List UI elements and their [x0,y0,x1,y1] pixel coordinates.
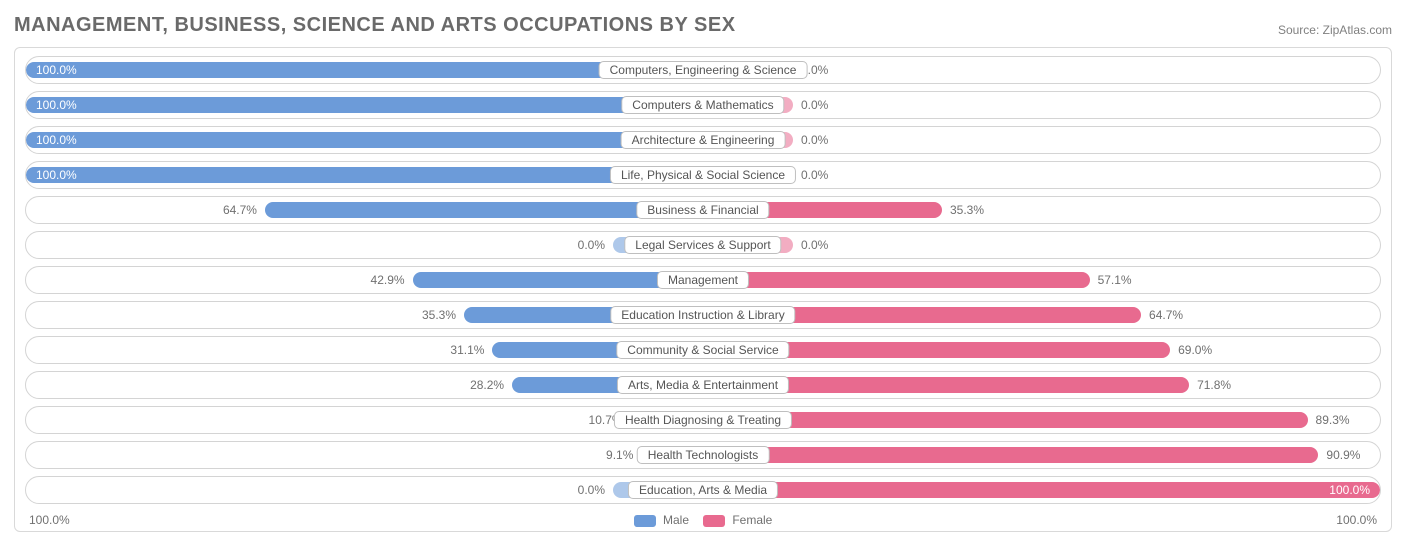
category-label: Management [657,271,749,289]
category-label: Health Technologists [637,446,770,464]
legend-female-label: Female [732,513,772,527]
male-pct: 42.9% [371,273,405,287]
category-label: Education Instruction & Library [610,306,795,324]
category-label: Education, Arts & Media [628,481,778,499]
male-pct: 100.0% [36,63,77,77]
category-label: Legal Services & Support [624,236,781,254]
legend-female: Female [703,513,772,527]
female-pct: 69.0% [1178,343,1212,357]
male-pct: 100.0% [36,98,77,112]
chart-row: 100.0% 0.0% Architecture & Engineering [25,126,1381,154]
legend: Male Female [634,513,773,527]
axis-left-label: 100.0% [29,513,70,527]
female-pct: 57.1% [1098,273,1132,287]
chart-row: 64.7% 35.3% Business & Financial [25,196,1381,224]
female-bar [703,447,1318,463]
chart-source: Source: ZipAtlas.com [1278,23,1392,37]
chart-row: 42.9% 57.1% Management [25,266,1381,294]
legend-male: Male [634,513,689,527]
axis-right-label: 100.0% [1336,513,1377,527]
male-pct: 35.3% [422,308,456,322]
chart-title: MANAGEMENT, BUSINESS, SCIENCE AND ARTS O… [14,14,736,37]
male-bar: 100.0% [26,167,703,183]
chart-header: MANAGEMENT, BUSINESS, SCIENCE AND ARTS O… [14,14,1392,37]
category-label: Architecture & Engineering [621,131,786,149]
female-pct: 90.9% [1326,448,1360,462]
male-pct: 64.7% [223,203,257,217]
chart-area: 100.0% 0.0% Computers, Engineering & Scien… [14,47,1392,532]
male-pct: 100.0% [36,168,77,182]
source-prefix: Source: [1278,23,1319,37]
category-label: Computers, Engineering & Science [599,61,808,79]
chart-row: 31.1% 69.0% Community & Social Service [25,336,1381,364]
male-pct: 0.0% [578,238,605,252]
male-swatch [634,515,656,527]
female-bar: 100.0% [703,482,1380,498]
female-bar [703,412,1308,428]
legend-male-label: Male [663,513,689,527]
category-label: Business & Financial [636,201,769,219]
chart-row: 0.0% 0.0% Legal Services & Support [25,231,1381,259]
chart-row: 100.0%0.0%Computers, Engineering & Scien… [25,56,1381,84]
chart-row: 100.0% 0.0% Computers & Mathematics [25,91,1381,119]
category-label: Computers & Mathematics [621,96,784,114]
category-label: Arts, Media & Entertainment [617,376,789,394]
female-pct: 35.3% [950,203,984,217]
male-bar: 100.0% [26,97,703,113]
male-pct: 0.0% [578,483,605,497]
chart-row: 9.1% 90.9% Health Technologists [25,441,1381,469]
female-pct: 71.8% [1197,378,1231,392]
female-pct: 89.3% [1316,413,1350,427]
category-label: Health Diagnosing & Treating [614,411,792,429]
chart-row: 35.3% 64.7% Education Instruction & Librar… [25,301,1381,329]
category-label: Life, Physical & Social Science [610,166,796,184]
female-bar [703,272,1090,288]
female-pct: 100.0% [1329,483,1370,497]
male-pct: 31.1% [450,343,484,357]
female-pct: 64.7% [1149,308,1183,322]
axis-row: 100.0% Male Female 100.0% [25,511,1381,527]
male-pct: 28.2% [470,378,504,392]
female-pct: 0.0% [801,133,828,147]
female-pct: 0.0% [801,168,828,182]
category-label: Community & Social Service [616,341,789,359]
chart-row: 0.0% 100.0% Education, Arts & Media [25,476,1381,504]
chart-row: 100.0% 0.0% Life, Physical & Social Scienc… [25,161,1381,189]
male-pct: 9.1% [606,448,633,462]
male-pct: 100.0% [36,133,77,147]
female-pct: 0.0% [801,238,828,252]
source-name: ZipAtlas.com [1323,23,1392,37]
female-swatch [703,515,725,527]
male-bar: 100.0% [26,132,703,148]
chart-row: 28.2% 71.8% Arts, Media & Entertainment [25,371,1381,399]
chart-row: 10.7%89.3%Health Diagnosing & Treating [25,406,1381,434]
female-pct: 0.0% [801,98,828,112]
